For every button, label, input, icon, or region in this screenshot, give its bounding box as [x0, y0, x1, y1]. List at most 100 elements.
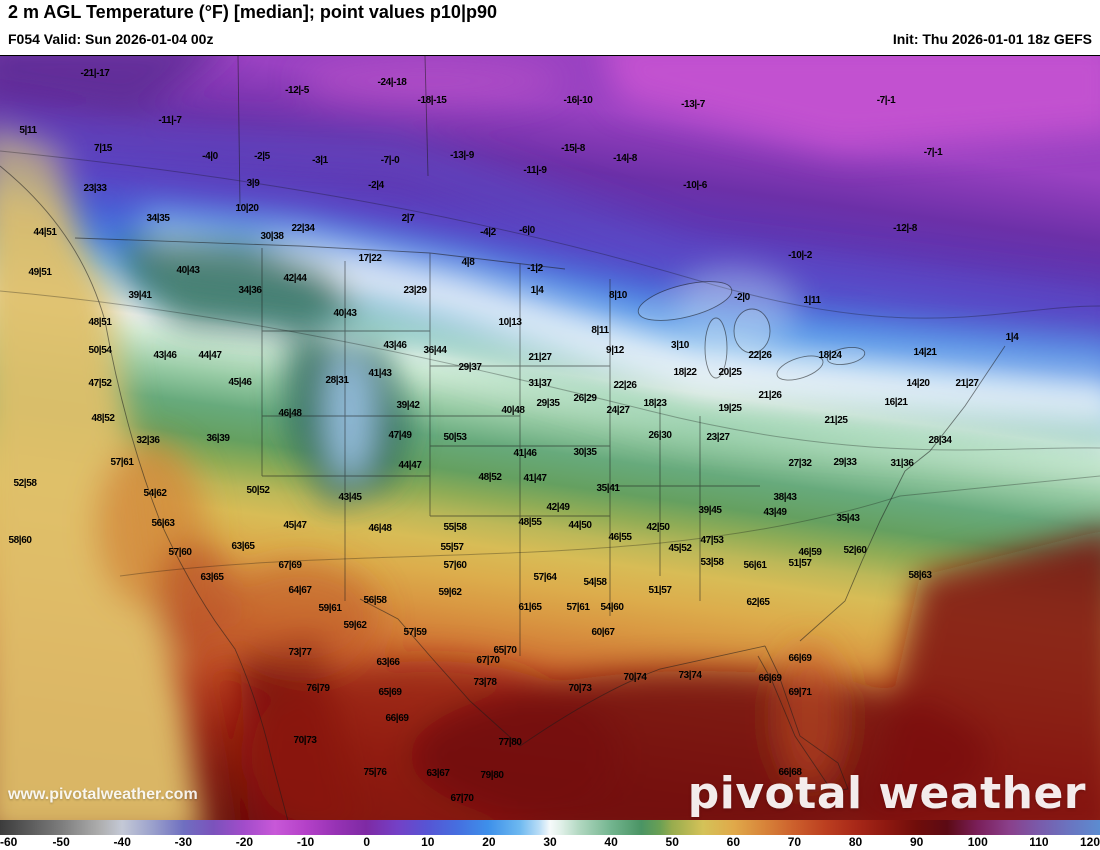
point-value: -6|0 — [519, 225, 535, 236]
pivotal-weather-logo: pivotal weather — [687, 768, 1086, 819]
point-value: 39|41 — [128, 290, 152, 301]
map-title: 2 m AGL Temperature (°F) [median]; point… — [8, 2, 497, 22]
point-value: 31|37 — [528, 378, 552, 389]
point-value: 22|26 — [748, 350, 772, 361]
point-value: 23|29 — [403, 285, 427, 296]
point-value: -18|-15 — [417, 95, 447, 106]
point-value: 62|65 — [746, 597, 770, 608]
point-value: 54|58 — [583, 577, 607, 588]
point-value: 4|8 — [461, 257, 475, 268]
point-value: 42|50 — [646, 522, 670, 533]
point-value: 48|52 — [478, 472, 502, 483]
point-value: 39|42 — [396, 400, 420, 411]
point-value: 29|37 — [458, 362, 482, 373]
point-value: 35|43 — [836, 513, 860, 524]
point-value: 70|73 — [293, 735, 317, 746]
point-value: 57|60 — [168, 547, 192, 558]
point-value: 16|21 — [884, 397, 908, 408]
point-value: 60|67 — [591, 627, 615, 638]
point-value: -7|-1 — [923, 147, 943, 158]
point-value: 20|25 — [718, 367, 742, 378]
watermark-url: www.pivotalweather.com — [8, 786, 198, 803]
point-value: 54|60 — [600, 602, 624, 613]
point-value: 40|48 — [501, 405, 525, 416]
point-value: 10|13 — [498, 317, 522, 328]
point-value: 50|53 — [443, 432, 467, 443]
point-value: 14|21 — [913, 347, 937, 358]
colorbar-tick: -20 — [235, 835, 254, 849]
temperature-overlays — [0, 56, 1100, 820]
point-value: 29|35 — [536, 398, 560, 409]
colorbar-tick: 20 — [482, 835, 496, 849]
point-value: 63|65 — [200, 572, 224, 583]
point-value: 69|71 — [788, 687, 812, 698]
point-value: 57|61 — [110, 457, 134, 468]
point-value: 9|12 — [606, 345, 624, 356]
point-value: 42|49 — [546, 502, 570, 513]
point-value: 30|35 — [573, 447, 597, 458]
point-value: 18|23 — [643, 398, 667, 409]
valid-time-label: F054 Valid: Sun 2026-01-04 00z — [8, 31, 214, 47]
point-value: 54|62 — [143, 488, 167, 499]
point-value: 2|7 — [401, 213, 415, 224]
point-value: 30|38 — [260, 231, 284, 242]
point-value: 61|65 — [518, 602, 542, 613]
point-value: 70|73 — [568, 683, 592, 694]
point-value: 44|47 — [198, 350, 222, 361]
point-value: 76|79 — [306, 683, 330, 694]
point-value: 26|29 — [573, 393, 597, 404]
point-value: 50|54 — [88, 345, 112, 356]
point-value: -11|-7 — [158, 115, 182, 126]
point-value: 58|60 — [8, 535, 32, 546]
point-value: 1|4 — [530, 285, 544, 296]
point-value: 73|74 — [678, 670, 702, 681]
colorbar-tick: -60 — [0, 835, 18, 849]
point-value: -24|-18 — [377, 77, 407, 88]
point-value: 44|47 — [398, 460, 422, 471]
point-value: 46|48 — [368, 523, 392, 534]
point-value: 8|11 — [591, 325, 609, 336]
point-value: 42|44 — [283, 273, 307, 284]
point-value: 79|80 — [480, 770, 504, 781]
point-value: 19|25 — [718, 403, 742, 414]
temperature-map: -21|-17 -24|-18 -12|-5 -18|-15 -16|-10 -13|-7… — [0, 55, 1100, 820]
point-value: 36|39 — [206, 433, 230, 444]
point-value: 34|35 — [146, 213, 170, 224]
point-value: 10|20 — [235, 203, 259, 214]
point-value: -13|-9 — [450, 150, 474, 161]
colorbar-tick: 110 — [1029, 835, 1049, 849]
point-value: -12|-8 — [893, 223, 917, 234]
point-value: 48|51 — [88, 317, 112, 328]
point-value: 8|10 — [609, 290, 627, 301]
point-value: 47|49 — [388, 430, 412, 441]
colorbar-tick: 40 — [604, 835, 618, 849]
point-value: -14|-8 — [613, 153, 637, 164]
point-value: 45|46 — [228, 377, 252, 388]
point-value: 66|69 — [788, 653, 812, 664]
point-value: 53|58 — [700, 557, 724, 568]
point-value: 57|61 — [566, 602, 590, 613]
point-value: 34|36 — [238, 285, 262, 296]
point-value: 23|27 — [706, 432, 730, 443]
point-value: 44|51 — [33, 227, 57, 238]
point-value: -10|-6 — [683, 180, 707, 191]
point-value: 57|60 — [443, 560, 467, 571]
init-time-label: Init: Thu 2026-01-01 18z GEFS — [892, 31, 1092, 47]
point-value: 43|46 — [153, 350, 177, 361]
point-value: 40|43 — [333, 308, 357, 319]
point-value: -2|5 — [254, 151, 270, 162]
point-value: 56|61 — [743, 560, 767, 571]
point-value: 43|45 — [338, 492, 362, 503]
colorbar-tick: 70 — [787, 835, 802, 849]
point-value: 5|11 — [19, 125, 37, 136]
point-value: 24|27 — [606, 405, 630, 416]
colorbar-tick: 10 — [421, 835, 435, 849]
colorbar-tick: 120 — [1079, 835, 1100, 849]
point-value: 46|48 — [278, 408, 302, 419]
point-value: -15|-8 — [561, 143, 585, 154]
point-value: 18|24 — [818, 350, 842, 361]
point-value: 59|62 — [438, 587, 462, 598]
colorbar-tick: 100 — [967, 835, 988, 849]
state-borders — [0, 56, 1006, 820]
point-value: 63|65 — [231, 541, 255, 552]
